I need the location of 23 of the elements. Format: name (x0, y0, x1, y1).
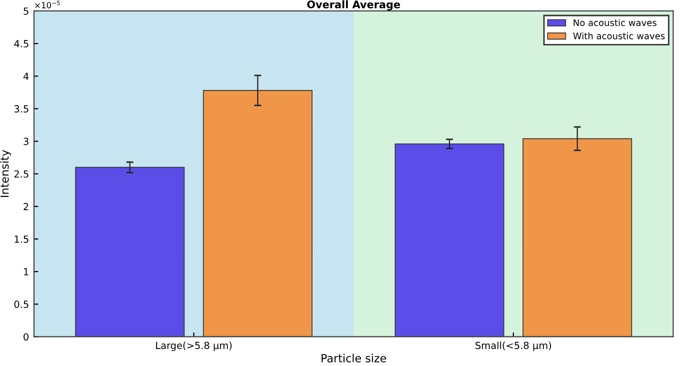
y-tick-label: 3 (24, 138, 28, 146)
y-tick-label: 4 (23, 72, 29, 80)
y-axis-title: Intensity (0, 150, 11, 197)
y-tick-label: 3.5 (14, 105, 28, 113)
y-tick-label: 1.5 (14, 236, 28, 243)
y-tick-label: 0 (24, 333, 28, 341)
y-tick-label: 2 (24, 202, 28, 210)
x-tick-label: Large(>5.8 μm) (156, 342, 232, 351)
bar (394, 143, 504, 337)
y-tick-label: 5 (24, 8, 28, 15)
y-tick-label: 2.5 (14, 170, 28, 178)
y-tick-label: 0.5 (14, 300, 28, 308)
bar (522, 138, 632, 337)
text: ×10$^{−5}$ (35, 0, 60, 8)
bar (202, 90, 312, 337)
legend-label: With acoustic waves (573, 32, 665, 40)
chart-title: Overall Average (307, 0, 400, 10)
y-tick-label: 4.5 (14, 40, 28, 48)
x-axis-title: Particle size (322, 354, 386, 362)
legend-label: No acoustic waves (574, 19, 656, 26)
x-tick-label: Small(<5.8 μm) (476, 342, 552, 351)
y-tick-label: 1 (24, 268, 28, 276)
bar (75, 166, 185, 337)
